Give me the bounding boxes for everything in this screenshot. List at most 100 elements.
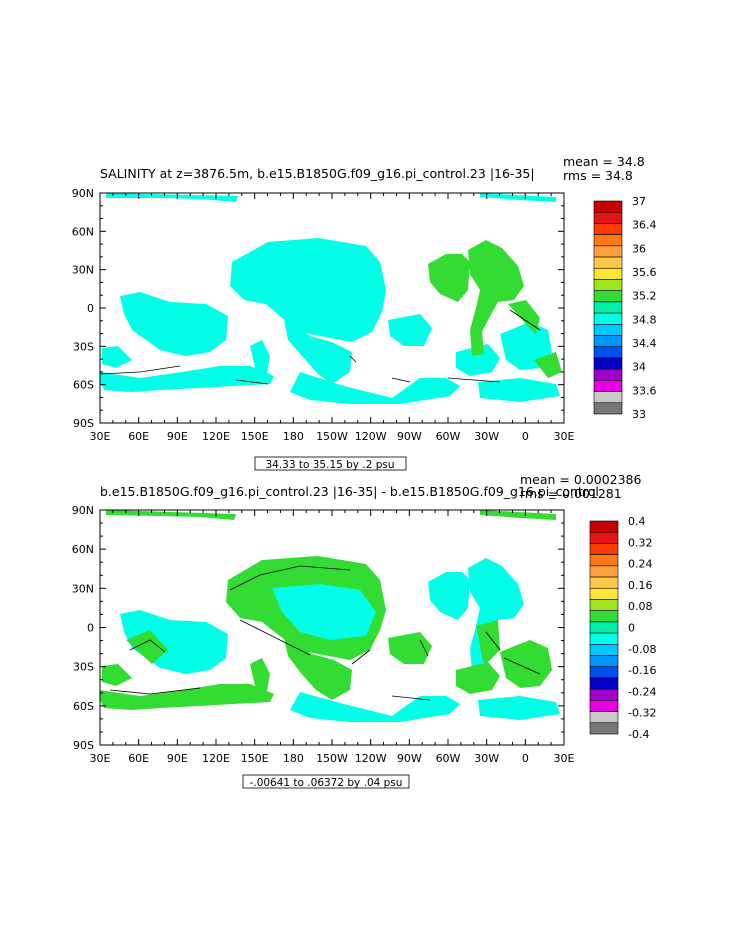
colorbar-swatch [589, 700, 619, 712]
colorbar-swatch [593, 312, 623, 325]
colorbar-swatch [593, 324, 623, 336]
colorbar-label: -0.16 [628, 664, 656, 677]
colorbar-swatch [589, 722, 619, 735]
colorbar-swatch [593, 256, 623, 269]
x-tick-label: 30W [474, 752, 499, 765]
y-tick-label: 30N [72, 264, 94, 277]
colorbar-swatch [593, 290, 623, 303]
colorbar-swatch [593, 346, 623, 359]
colorbar-label: 35.6 [632, 266, 657, 279]
contour-info-box [242, 774, 410, 789]
colorbar-swatch [593, 301, 623, 314]
salinity-panel: SALINITY at z=3876.5m, b.e15.B1850G.f09_… [72, 154, 657, 471]
colorbar-swatch [589, 531, 619, 544]
colorbar-swatch [593, 211, 623, 224]
colorbar-label: -0.32 [628, 707, 656, 720]
colorbar-swatch [593, 200, 623, 213]
y-tick-label: 0 [87, 302, 94, 315]
contour-info: 34.33 to 35.15 by .2 psu [265, 459, 394, 471]
colorbar: 0.4 0.32 0.24 0.16 0.08 0 -0.08 -0.16 -0.24 -0.32… [589, 515, 656, 741]
y-tick-label: 60N [72, 225, 94, 238]
rms-stat: rms = 34.8 [563, 168, 633, 183]
colorbar-swatch [593, 391, 623, 404]
colorbar-swatch [593, 368, 623, 381]
x-tick-label: 120W [355, 430, 387, 443]
x-tick-label: 180 [283, 430, 304, 443]
x-tick-label: 120E [202, 430, 230, 443]
mean-stat: mean = 34.8 [563, 154, 645, 169]
colorbar-swatch [589, 655, 619, 668]
colorbar-label: 0.32 [628, 536, 653, 549]
salinity-field [100, 193, 562, 404]
x-tick-label: 30E [554, 752, 575, 765]
colorbar-swatch [589, 610, 619, 623]
colorbar-swatch [589, 632, 619, 645]
x-tick-label: 0 [522, 752, 529, 765]
colorbar-swatch [589, 554, 619, 567]
y-tick-label: 90N [72, 504, 94, 517]
colorbar-label: 33.6 [632, 384, 657, 397]
x-tick-label: 0 [522, 430, 529, 443]
axes: 30E 60E 90E 120E 150E 180 150W 120W 90W 60W 30W 0 30… [72, 187, 575, 443]
colorbar-swatch [589, 520, 619, 533]
colorbar-label: 36.4 [632, 219, 657, 232]
colorbar-label: 0 [628, 622, 635, 635]
colorbar-swatch [589, 565, 619, 578]
colorbar-swatch [593, 267, 623, 280]
x-tick-label: 150E [241, 430, 269, 443]
y-tick-label: 90S [73, 739, 94, 752]
x-tick-label: 150E [241, 752, 269, 765]
y-tick-label: 90N [72, 187, 94, 200]
contour-info: -.00641 to .06372 by .04 psu [250, 777, 403, 789]
colorbar-label: 34.4 [632, 337, 657, 350]
y-tick-label: 60S [73, 379, 94, 392]
colorbar-swatch [593, 380, 623, 392]
x-tick-label: 30E [90, 752, 111, 765]
colorbar-swatch [589, 666, 619, 679]
colorbar-label: 34 [632, 361, 646, 374]
x-tick-label: 150W [316, 430, 348, 443]
x-tick-label: 90W [397, 430, 422, 443]
x-tick-label: 60W [436, 752, 461, 765]
y-tick-label: 30N [72, 582, 94, 595]
colorbar-swatch [589, 688, 619, 701]
mean-stat: mean = 0.0002386 [520, 472, 642, 487]
colorbar-label: 0.08 [628, 600, 653, 613]
x-tick-label: 180 [283, 752, 304, 765]
y-tick-label: 30S [73, 661, 94, 674]
colorbar-swatch [589, 677, 619, 690]
colorbar-swatch [593, 335, 623, 348]
x-tick-label: 30E [554, 430, 575, 443]
x-tick-label: 90W [397, 752, 422, 765]
y-tick-label: 60N [72, 543, 94, 556]
x-tick-label: 90E [167, 430, 188, 443]
colorbar-swatch [593, 245, 623, 258]
colorbar-swatch [589, 711, 619, 724]
axes: 30E 60E 90E 120E 150E 180 150W 120W 90W 60W 30W 0 30… [72, 504, 575, 765]
colorbar-swatch [593, 234, 623, 247]
colorbar-label: -0.4 [628, 728, 649, 741]
colorbar-label: 37 [632, 195, 646, 208]
colorbar-label: -0.08 [628, 643, 656, 656]
colorbar-label: 36 [632, 242, 646, 255]
colorbar-swatch [593, 223, 623, 235]
panel-title: b.e15.B1850G.f09_g16.pi_control.23 |16-3… [100, 484, 599, 499]
colorbar-label: 33 [632, 408, 646, 421]
colorbar-swatch [589, 543, 619, 555]
y-tick-label: 60S [73, 700, 94, 713]
panel-title: SALINITY at z=3876.5m, b.e15.B1850G.f09_… [100, 166, 535, 181]
colorbar-swatch [589, 599, 619, 611]
y-tick-label: 0 [87, 622, 94, 635]
colorbar-label: 0.4 [628, 515, 646, 528]
colorbar-swatch [593, 357, 623, 370]
x-tick-label: 30E [90, 430, 111, 443]
x-tick-label: 150W [316, 752, 348, 765]
colorbar-swatch [589, 576, 619, 589]
difference-panel: b.e15.B1850G.f09_g16.pi_control.23 |16-3… [72, 472, 657, 789]
colorbar-label: 34.8 [632, 313, 657, 326]
colorbar: 37 36.4 36 35.6 35.2 34.8 34.4 34 33.6 33 [593, 195, 657, 421]
x-tick-label: 120W [355, 752, 387, 765]
colorbar-label: 35.2 [632, 290, 657, 303]
difference-field [100, 510, 560, 722]
